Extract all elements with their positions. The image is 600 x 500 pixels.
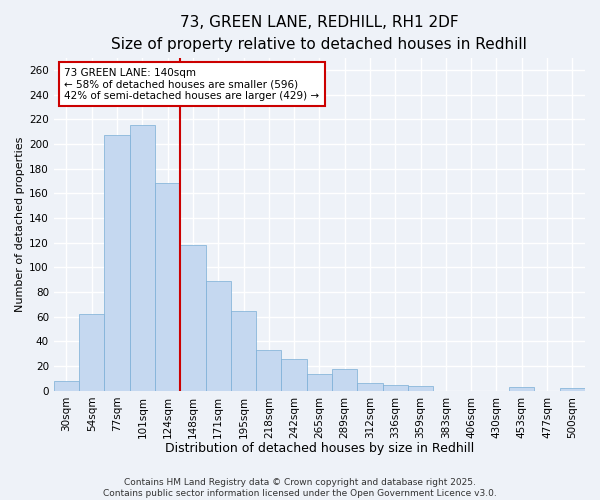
Bar bbox=[155, 184, 180, 391]
Text: Contains HM Land Registry data © Crown copyright and database right 2025.
Contai: Contains HM Land Registry data © Crown c… bbox=[103, 478, 497, 498]
Bar bbox=[332, 368, 358, 391]
Bar bbox=[231, 310, 256, 391]
Bar bbox=[79, 314, 104, 391]
Bar bbox=[206, 281, 231, 391]
X-axis label: Distribution of detached houses by size in Redhill: Distribution of detached houses by size … bbox=[165, 442, 474, 455]
Bar bbox=[408, 386, 433, 391]
Bar bbox=[256, 350, 281, 391]
Bar bbox=[307, 374, 332, 391]
Text: 73 GREEN LANE: 140sqm
← 58% of detached houses are smaller (596)
42% of semi-det: 73 GREEN LANE: 140sqm ← 58% of detached … bbox=[64, 68, 320, 100]
Bar bbox=[560, 388, 585, 391]
Bar bbox=[383, 384, 408, 391]
Bar bbox=[54, 381, 79, 391]
Bar bbox=[104, 136, 130, 391]
Bar bbox=[358, 384, 383, 391]
Bar bbox=[130, 126, 155, 391]
Title: 73, GREEN LANE, REDHILL, RH1 2DF
Size of property relative to detached houses in: 73, GREEN LANE, REDHILL, RH1 2DF Size of… bbox=[112, 15, 527, 52]
Y-axis label: Number of detached properties: Number of detached properties bbox=[15, 136, 25, 312]
Bar bbox=[281, 359, 307, 391]
Bar bbox=[509, 387, 535, 391]
Bar bbox=[180, 245, 206, 391]
